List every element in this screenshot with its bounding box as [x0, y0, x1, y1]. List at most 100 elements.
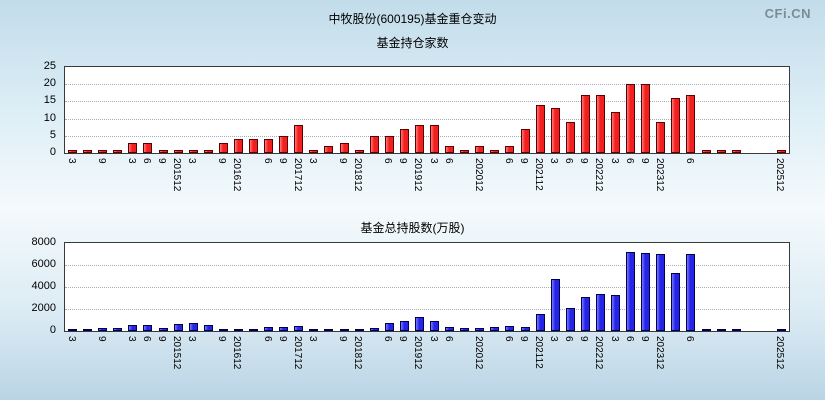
- y-tick-label: 15: [43, 94, 56, 107]
- bar: [702, 329, 711, 331]
- bar: [415, 125, 424, 153]
- fund-count-x-axis: 3 9 3 6 9 201512 3 9 201612 6 9 201712 3 9 201812 6 9 201…: [64, 156, 790, 202]
- x-tick-label: 3: [66, 336, 77, 342]
- bar: [536, 314, 545, 331]
- bar: [385, 136, 394, 153]
- cfi-watermark: CFi.CN: [764, 6, 811, 21]
- x-tick-label: 202112: [533, 336, 544, 369]
- bar: [355, 150, 364, 153]
- bar: [294, 125, 303, 153]
- x-tick-label: 201712: [292, 158, 303, 192]
- bar: [521, 129, 530, 153]
- bar: [430, 321, 439, 331]
- x-tick-label: 3: [548, 158, 559, 164]
- bar: [385, 323, 394, 331]
- x-tick-label: 9: [639, 158, 650, 164]
- y-tick-label: 2000: [31, 302, 56, 314]
- bar: [566, 308, 575, 331]
- x-tick-label: 3: [609, 336, 620, 342]
- y-tick-label: 25: [43, 60, 56, 72]
- bar: [128, 325, 137, 331]
- x-tick-label: 6: [684, 158, 695, 164]
- x-tick-label: 201812: [352, 158, 363, 192]
- gridline: [65, 309, 789, 310]
- bar: [340, 329, 349, 331]
- y-tick-label: 5: [49, 128, 56, 141]
- bar: [626, 252, 635, 331]
- x-tick-label: 3: [126, 336, 137, 342]
- bar: [611, 295, 620, 331]
- x-tick-label: 9: [518, 158, 529, 164]
- bar: [732, 150, 741, 153]
- bar: [204, 325, 213, 331]
- bar: [159, 328, 168, 331]
- y-tick-label: 0: [49, 324, 56, 336]
- x-tick-label: 9: [216, 158, 227, 164]
- bar: [671, 273, 680, 331]
- x-tick-label: 202312: [654, 336, 665, 370]
- x-tick-label: 6: [624, 336, 635, 342]
- bar: [581, 297, 590, 331]
- total-shares-plot-area: [64, 242, 790, 332]
- y-tick-label: 0: [49, 146, 56, 158]
- bar: [777, 329, 786, 331]
- bar: [490, 327, 499, 331]
- gridline: [65, 265, 789, 266]
- x-tick-label: 3: [428, 336, 439, 342]
- x-tick-label: 201912: [412, 158, 423, 192]
- x-tick-label: 202512: [774, 158, 785, 192]
- gridline: [65, 135, 789, 137]
- x-tick-label: 9: [96, 158, 107, 164]
- x-tick-label: 6: [503, 158, 514, 164]
- x-tick-label: 201612: [231, 158, 242, 192]
- bar: [717, 150, 726, 153]
- bar: [686, 95, 695, 153]
- bar: [294, 326, 303, 331]
- x-tick-label: 6: [563, 336, 574, 342]
- bar: [777, 150, 786, 153]
- x-tick-label: 9: [156, 158, 167, 164]
- bar: [596, 294, 605, 331]
- x-tick-label: 9: [397, 336, 408, 342]
- bar: [189, 323, 198, 331]
- bar: [460, 328, 469, 331]
- bar: [174, 324, 183, 331]
- bar: [68, 150, 77, 153]
- x-tick-label: 3: [126, 158, 137, 164]
- bar: [234, 139, 243, 153]
- y-tick-label: 8000: [31, 236, 56, 248]
- y-tick-label: 6000: [31, 258, 56, 270]
- x-tick-label: 3: [307, 158, 318, 164]
- bar: [475, 328, 484, 331]
- x-tick-label: 6: [382, 336, 393, 342]
- x-tick-label: 9: [578, 336, 589, 342]
- bar: [279, 327, 288, 331]
- bar: [445, 327, 454, 331]
- x-tick-label: 9: [639, 336, 650, 342]
- bar: [641, 253, 650, 331]
- x-tick-label: 6: [262, 158, 273, 164]
- bar: [400, 129, 409, 153]
- bar: [128, 143, 137, 153]
- x-tick-label: 9: [578, 158, 589, 164]
- bar: [98, 328, 107, 331]
- bar: [219, 329, 228, 331]
- bar: [656, 122, 665, 153]
- bar: [219, 143, 228, 153]
- x-tick-label: 201912: [412, 336, 423, 370]
- bar: [324, 329, 333, 331]
- x-tick-label: 6: [443, 158, 454, 164]
- bar: [264, 139, 273, 153]
- bar: [505, 146, 514, 153]
- x-tick-label: 201712: [292, 336, 303, 370]
- x-tick-label: 9: [337, 336, 348, 342]
- x-tick-label: 9: [156, 336, 167, 342]
- x-tick-label: 202012: [473, 336, 484, 370]
- bar: [551, 108, 560, 153]
- bar: [324, 146, 333, 153]
- gridline: [65, 287, 789, 288]
- x-tick-label: 6: [443, 336, 454, 342]
- bar: [460, 150, 469, 153]
- bar: [671, 98, 680, 153]
- bar: [596, 95, 605, 153]
